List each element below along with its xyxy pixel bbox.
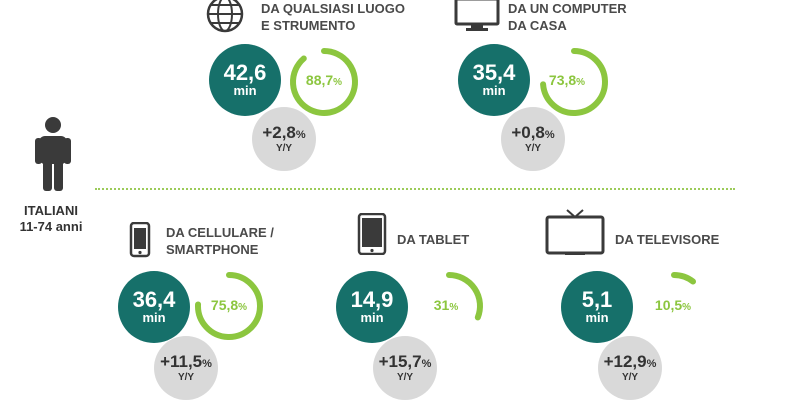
share-percent: 75,8% <box>210 297 248 313</box>
section-divider <box>95 188 735 190</box>
share-arc <box>540 48 608 116</box>
share-percent: 31% <box>433 297 459 313</box>
minutes-circle: 14,9 min <box>336 271 408 343</box>
stat-label: DA CELLULARE / SMARTPHONE <box>166 225 274 257</box>
share-arc <box>671 272 697 285</box>
television-icon <box>545 209 605 255</box>
yy-circle: +11,5% Y/Y <box>154 336 218 400</box>
share-arc-path <box>195 272 263 340</box>
yy-circle: +0,8% Y/Y <box>501 107 565 171</box>
stat-label: DA QUALSIASI LUOGO E STRUMENTO <box>261 1 405 33</box>
minutes-unit: min <box>585 310 609 325</box>
minutes-value: 36,4 <box>132 287 176 312</box>
minutes-value: 5,1 <box>581 287 613 312</box>
minutes-unit: min <box>233 83 257 98</box>
minutes-unit: min <box>142 310 166 325</box>
minutes-value: 42,6 <box>223 60 267 85</box>
minutes-circle: 36,4 min <box>118 271 190 343</box>
minutes-unit: min <box>360 310 384 325</box>
share-arc-path <box>671 272 697 285</box>
stat-label: DA UN COMPUTER DA CASA <box>508 1 627 33</box>
share-arc-path <box>540 48 608 116</box>
share-percent: 73,8% <box>548 72 586 88</box>
yy-circle: +2,8% Y/Y <box>252 107 316 171</box>
minutes-circle: 5,1 min <box>561 271 633 343</box>
share-percent: 10,5% <box>654 297 692 313</box>
yy-circle: +15,7% Y/Y <box>373 336 437 400</box>
share-arc-path <box>446 272 483 321</box>
share-arc <box>446 272 483 321</box>
stat-label: DA TABLET <box>397 232 470 247</box>
person-icon <box>35 117 71 191</box>
audience-label: ITALIANI 11-74 anni <box>19 203 83 234</box>
globe-icon <box>206 0 244 33</box>
yy-circle: +12,9% Y/Y <box>598 336 662 400</box>
share-arc <box>195 272 263 340</box>
tablet-icon <box>357 213 387 255</box>
minutes-circle: 42,6 min <box>209 44 281 116</box>
share-arc <box>290 48 358 116</box>
smartphone-icon <box>129 222 151 258</box>
minutes-value: 35,4 <box>472 60 516 85</box>
share-arc-path <box>290 48 358 116</box>
minutes-value: 14,9 <box>350 287 394 312</box>
minutes-circle: 35,4 min <box>458 44 530 116</box>
share-percent: 88,7% <box>305 72 343 88</box>
minutes-unit: min <box>482 83 506 98</box>
computer-monitor-icon <box>454 0 500 31</box>
stat-label: DA TELEVISORE <box>615 232 720 247</box>
